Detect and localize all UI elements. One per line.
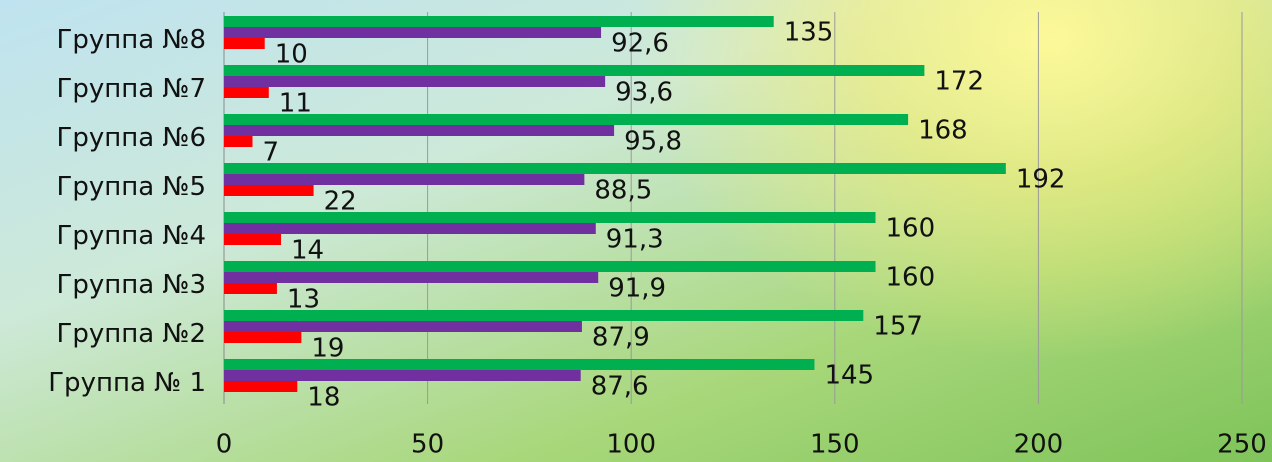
x-tick-label: 50 (411, 430, 444, 460)
bar (224, 185, 314, 196)
data-label: 22 (324, 187, 357, 217)
x-tick-label: 200 (1014, 430, 1064, 460)
x-tick-label: 250 (1217, 430, 1267, 460)
bar (224, 87, 269, 98)
data-label: 87,9 (592, 323, 650, 353)
bar (224, 38, 265, 49)
data-label: 88,5 (594, 176, 652, 206)
bar (224, 212, 876, 223)
y-tick-label: Группа №4 (56, 221, 206, 251)
data-label: 192 (1016, 165, 1066, 195)
bar (224, 332, 301, 343)
bar (224, 27, 601, 38)
data-label: 93,6 (615, 78, 673, 108)
bar (224, 234, 281, 245)
bar (224, 321, 582, 332)
data-label: 92,6 (611, 29, 669, 59)
bar (224, 114, 908, 125)
y-tick-label: Группа № 1 (48, 368, 206, 398)
bar (224, 370, 581, 381)
data-label: 95,8 (624, 127, 682, 157)
bar (224, 163, 1006, 174)
data-label: 135 (784, 18, 834, 48)
data-label: 19 (311, 334, 344, 364)
x-tick-label: 100 (606, 430, 656, 460)
data-label: 91,3 (606, 225, 664, 255)
data-label: 14 (291, 236, 324, 266)
data-label: 13 (287, 285, 320, 315)
x-tick-label: 0 (216, 430, 233, 460)
data-label: 160 (886, 214, 936, 244)
bar (224, 136, 253, 147)
bar (224, 76, 605, 87)
y-tick-label: Группа №6 (56, 123, 206, 153)
bar (224, 125, 614, 136)
bar (224, 65, 924, 76)
y-tick-label: Группа №5 (56, 172, 206, 202)
chart: 0 50 100 150 200 250 Группа № 1 18 87,6 145 Группа… (0, 0, 1272, 462)
y-tick-label: Группа №2 (56, 319, 206, 349)
data-label: 172 (934, 67, 984, 97)
page: {"chart_data": {"type": "hbar", "categor… (0, 0, 1272, 462)
bar (224, 223, 596, 234)
bar (224, 16, 774, 27)
data-label: 18 (307, 383, 340, 413)
data-label: 145 (824, 361, 874, 391)
bar (224, 283, 277, 294)
data-label: 11 (279, 89, 312, 119)
bar (224, 272, 598, 283)
data-label: 7 (263, 138, 280, 168)
bar (224, 381, 297, 392)
y-tick-label: Группа №3 (56, 270, 206, 300)
data-label: 10 (275, 40, 308, 70)
data-label: 91,9 (608, 274, 666, 304)
data-label: 157 (873, 312, 923, 342)
data-label: 160 (886, 263, 936, 293)
y-tick-label: Группа №7 (56, 74, 206, 104)
y-tick-label: Группа №8 (56, 25, 206, 55)
bar (224, 174, 584, 185)
data-label: 168 (918, 116, 968, 146)
x-tick-label: 150 (810, 430, 860, 460)
data-label: 87,6 (591, 372, 649, 402)
